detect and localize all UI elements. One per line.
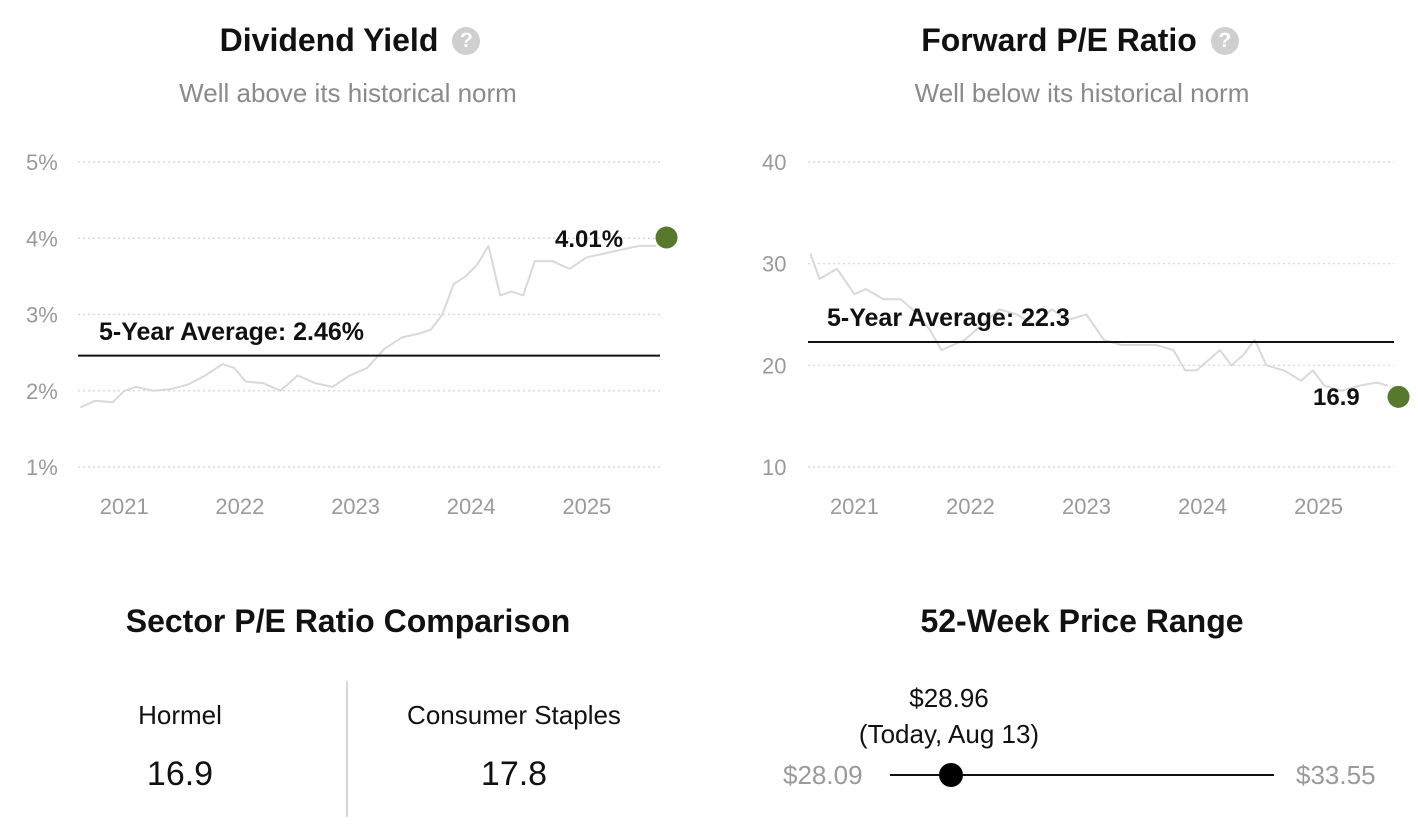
forward-pe-subtitle: Well below its historical norm	[914, 78, 1250, 108]
y-tick-label: 10	[762, 455, 786, 480]
dividend-yield-subtitle: Well above its historical norm	[179, 78, 517, 108]
x-tick-label: 2025	[1294, 494, 1343, 519]
y-tick-label: 20	[762, 353, 786, 378]
forward-pe-title: Forward P/E Ratio?	[880, 22, 1280, 59]
current-value-dot	[1387, 385, 1410, 408]
sector-right-value: 17.8	[480, 755, 548, 793]
price-range-marker	[939, 763, 964, 787]
y-tick-label: 40	[762, 150, 786, 175]
price-range-track	[890, 774, 1274, 776]
x-tick-label: 2023	[1062, 494, 1111, 519]
y-tick-label: 2%	[26, 379, 58, 404]
dividend-yield-avg-label: 5-Year Average: 2.46%	[99, 318, 364, 346]
series-line	[79, 244, 657, 409]
forward-pe-avg-label: 5-Year Average: 22.3	[827, 304, 1070, 332]
forward-pe-chart: 10 20 30 40 2021 2022 2023 2024 2025	[762, 150, 1410, 519]
sector-left-value: 16.9	[146, 755, 214, 793]
x-tick-label: 2022	[946, 494, 995, 519]
help-icon[interactable]: ?	[1210, 27, 1239, 55]
sector-divider	[346, 681, 348, 817]
dividend-yield-chart: 1% 2% 3% 4% 5% 2021 2022 2023 2024 2025	[26, 150, 678, 519]
y-tick-label: 1%	[26, 455, 58, 480]
sector-right-name: Consumer Staples	[407, 700, 621, 730]
dividend-yield-title-text: Dividend Yield	[219, 22, 439, 58]
price-range-high: $33.55	[1296, 760, 1376, 790]
dividend-yield-title: Dividend Yield?	[150, 22, 550, 59]
x-tick-label: 2021	[100, 494, 149, 519]
forward-pe-title-text: Forward P/E Ratio	[921, 22, 1197, 58]
x-tick-label: 2024	[1178, 494, 1227, 519]
price-range-low: $28.09	[783, 760, 863, 790]
y-tick-label: 30	[762, 252, 786, 277]
current-value-dot	[655, 226, 678, 249]
x-tick-label: 2022	[215, 494, 264, 519]
price-range-title: 52-Week Price Range	[920, 603, 1244, 639]
dividend-yield-current-label: 4.01%	[555, 226, 624, 253]
help-icon[interactable]: ?	[452, 27, 481, 55]
forward-pe-current-label: 16.9	[1313, 384, 1360, 411]
x-tick-label: 2024	[447, 494, 496, 519]
price-range-current-price: $28.96	[909, 683, 989, 713]
x-tick-label: 2025	[562, 494, 611, 519]
x-tick-label: 2023	[331, 494, 380, 519]
x-tick-label: 2021	[830, 494, 879, 519]
sector-title: Sector P/E Ratio Comparison	[125, 603, 571, 639]
y-tick-label: 5%	[26, 150, 58, 175]
price-range-current-date: (Today, Aug 13)	[858, 719, 1040, 749]
y-tick-label: 4%	[26, 226, 58, 251]
y-tick-label: 3%	[26, 303, 58, 328]
price-range-current: $28.96 (Today, Aug 13)	[819, 680, 1079, 752]
sector-left-name: Hormel	[138, 700, 222, 730]
